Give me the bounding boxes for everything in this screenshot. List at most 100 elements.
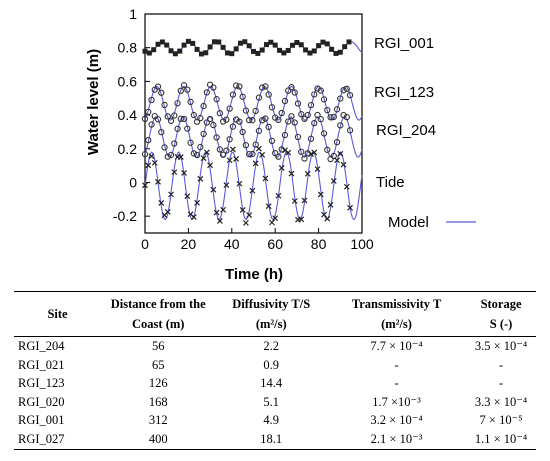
data-point — [342, 44, 348, 50]
header-diffusivity-line1: Diffusivity T/S — [232, 297, 311, 311]
data-point — [272, 42, 278, 48]
data-point — [304, 170, 311, 177]
data-point — [184, 86, 191, 93]
data-point — [158, 200, 165, 206]
data-point — [145, 136, 152, 144]
table-row: RGI_001 312 4.9 3.2 × 10⁻⁴ 7 × 10⁻⁵ — [14, 411, 536, 430]
data-point — [177, 154, 184, 161]
data-point — [211, 39, 217, 45]
data-point — [330, 178, 337, 184]
data-point — [330, 113, 337, 121]
y-tick-label: 0.8 — [118, 40, 138, 56]
data-point — [301, 155, 308, 162]
data-point — [236, 118, 243, 125]
data-point — [265, 123, 272, 131]
header-diffusivity-line2: (m²/s) — [255, 317, 287, 331]
table-row: RGI_021 65 0.9 - - — [14, 356, 536, 375]
cell-storage: - — [498, 376, 504, 391]
data-point — [282, 147, 288, 154]
data-point — [324, 215, 331, 222]
header-transmissivity: Transmissivity T (m²/s) — [327, 292, 466, 337]
data-point — [298, 216, 305, 223]
data-point — [226, 105, 233, 112]
data-point — [190, 214, 197, 221]
cell-transmissivity: 2.1 × 10⁻³ — [370, 431, 423, 446]
data-point — [275, 153, 282, 160]
cell-distance: 312 — [148, 413, 168, 428]
cell-storage: - — [498, 357, 504, 372]
data-point — [226, 136, 233, 143]
cell-transmissivity: 1.7 ×10⁻³ — [372, 394, 421, 409]
cell-transmissivity: 3.2 × 10⁻⁴ — [370, 413, 423, 428]
data-point — [285, 47, 291, 53]
data-point — [298, 42, 304, 48]
data-point — [333, 106, 341, 113]
data-point — [161, 144, 168, 151]
data-point — [171, 169, 178, 176]
data-point — [216, 109, 224, 117]
data-point — [288, 84, 295, 91]
data-point — [223, 182, 230, 188]
data-point — [330, 152, 337, 160]
x-axis-title: Time (h) — [225, 266, 283, 283]
data-point — [329, 46, 335, 52]
data-point — [311, 91, 318, 98]
data-point — [291, 198, 298, 204]
x-tick-label: 0 — [141, 236, 149, 252]
data-point — [148, 121, 155, 128]
data-point — [239, 207, 246, 213]
data-point — [200, 130, 207, 137]
data-point — [229, 123, 237, 130]
data-point — [206, 115, 214, 123]
data-point — [311, 48, 317, 54]
data-point — [187, 98, 194, 106]
data-point — [236, 180, 243, 187]
data-point — [303, 47, 309, 53]
data-point — [343, 85, 350, 92]
cell-storage: 7 × 10⁻⁵ — [479, 413, 523, 428]
data-point — [158, 89, 165, 96]
cell-diffusivity: 4.9 — [263, 413, 280, 428]
data-point — [337, 49, 343, 55]
data-point — [337, 122, 344, 129]
data-point — [268, 39, 274, 45]
header-storage-line2: S (-) — [489, 317, 513, 331]
data-point — [181, 170, 187, 176]
header-transmissivity-line1: Transmissivity T — [351, 297, 442, 311]
cell-transmissivity: - — [394, 357, 399, 372]
data-point — [298, 148, 305, 155]
x-tick-label: 100 — [350, 236, 374, 252]
cell-site: RGI_204 — [18, 339, 65, 353]
data-point — [320, 39, 326, 45]
data-point — [151, 159, 158, 166]
cell-diffusivity: 14.4 — [260, 376, 283, 391]
data-point — [294, 100, 302, 107]
data-point — [142, 48, 148, 54]
data-point — [265, 203, 272, 210]
data-point — [327, 201, 334, 208]
data-point — [291, 89, 298, 96]
data-point — [220, 44, 226, 50]
data-point — [317, 116, 324, 123]
cell-distance: 126 — [148, 376, 168, 391]
data-point — [174, 125, 181, 132]
data-point — [275, 192, 282, 199]
data-point — [213, 134, 220, 141]
data-point — [213, 209, 220, 216]
data-point — [242, 142, 250, 149]
header-site-text: Site — [47, 307, 68, 321]
data-point — [334, 157, 340, 164]
data-point — [278, 109, 285, 117]
data-point — [320, 130, 328, 137]
data-point — [168, 48, 174, 54]
data-point — [324, 146, 331, 153]
data-point — [246, 116, 253, 124]
header-distance: Distance from the Coast (m) — [101, 292, 215, 337]
model-line-tide — [144, 151, 363, 221]
header-storage: Storage S (-) — [466, 292, 536, 337]
data-point — [242, 39, 248, 45]
data-point — [193, 151, 201, 159]
data-point — [285, 87, 292, 94]
cell-transmissivity: - — [394, 376, 399, 391]
data-point — [148, 96, 155, 104]
